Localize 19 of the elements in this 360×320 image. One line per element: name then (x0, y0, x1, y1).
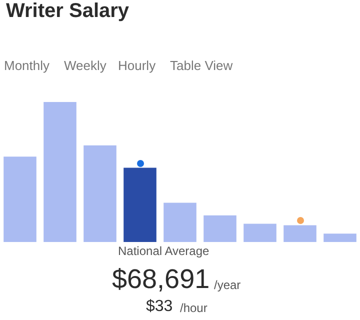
text: Table View (170, 58, 233, 73)
bar (244, 224, 276, 242)
bar (4, 156, 36, 242)
bar (164, 202, 196, 242)
text: National Average (118, 244, 210, 258)
chart-title: Writer Salary (6, 0, 130, 23)
text: Weekly (64, 58, 106, 73)
bar (204, 215, 236, 242)
text: /hour (180, 301, 208, 315)
text: /year (214, 278, 241, 292)
bar (284, 225, 316, 242)
bar (44, 102, 76, 242)
text: Monthly (4, 58, 50, 73)
bar (324, 234, 356, 242)
bar (124, 168, 156, 242)
bar (84, 145, 116, 242)
text: Hourly (118, 58, 156, 73)
text: $33 (146, 298, 173, 316)
text: $68,691 (112, 264, 210, 295)
